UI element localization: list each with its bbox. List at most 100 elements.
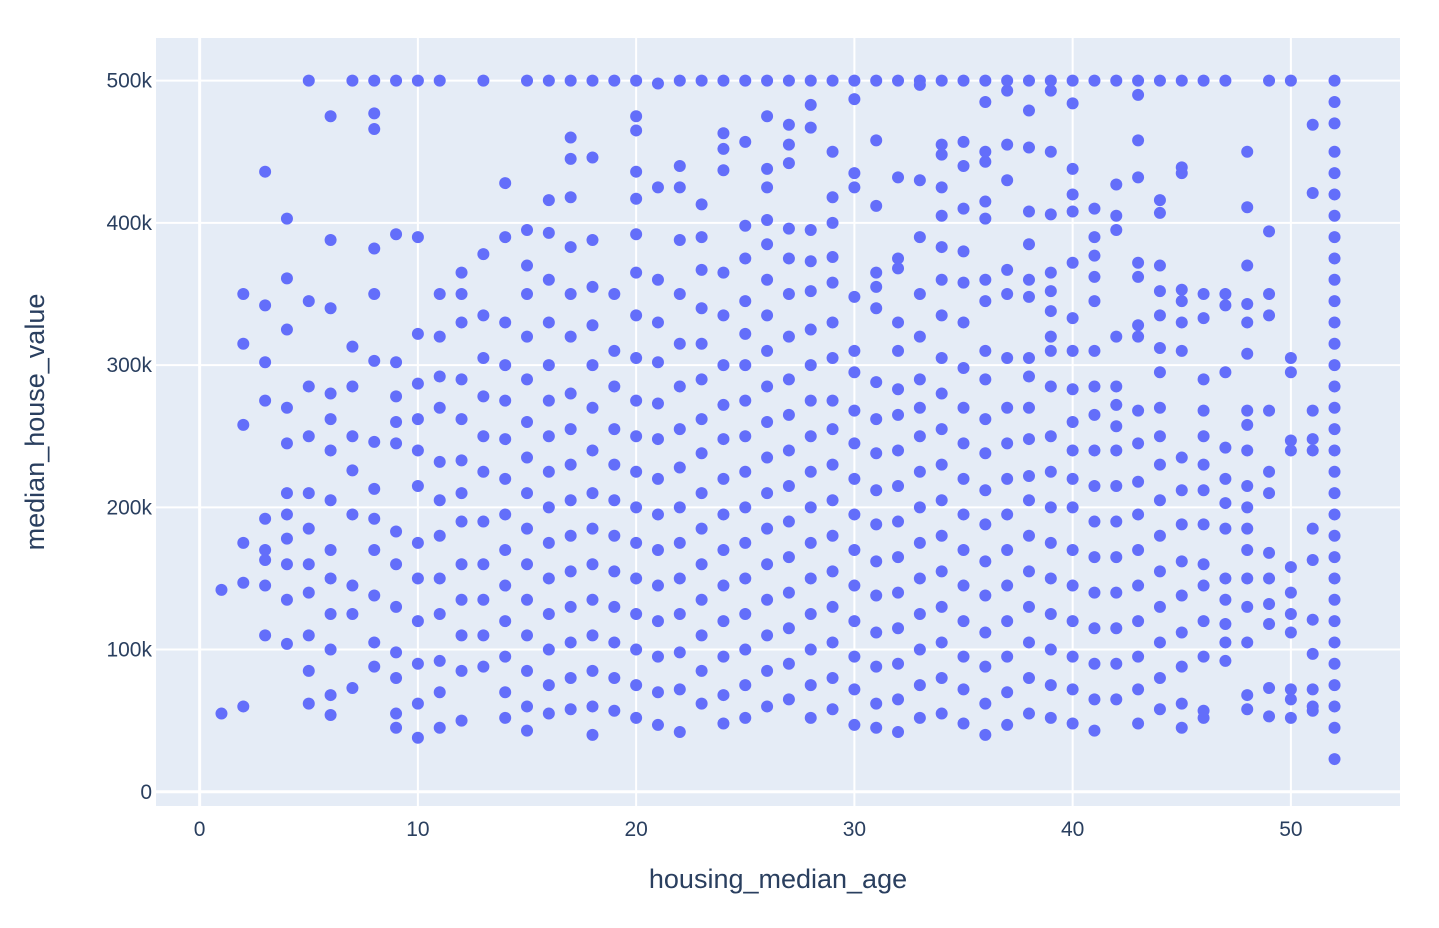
data-point: [564, 600, 577, 613]
data-point: [433, 654, 446, 667]
data-point: [1001, 718, 1014, 731]
data-point: [1241, 636, 1254, 649]
data-point: [1022, 600, 1035, 613]
data-point: [1328, 615, 1341, 628]
data-point: [848, 93, 861, 106]
data-point: [979, 589, 992, 602]
data-point: [1022, 290, 1035, 303]
data-point: [673, 337, 686, 350]
data-point: [870, 134, 883, 147]
data-point: [1110, 657, 1123, 670]
data-point: [608, 600, 621, 613]
data-point: [521, 259, 534, 272]
data-point: [1022, 74, 1035, 87]
data-point: [1088, 380, 1101, 393]
data-point: [411, 327, 424, 340]
data-point: [1263, 617, 1276, 630]
data-point: [1284, 608, 1297, 620]
data-point: [892, 408, 905, 421]
data-point: [826, 494, 839, 507]
data-point: [673, 646, 686, 659]
data-point: [564, 387, 577, 400]
data-point: [761, 416, 774, 428]
data-point: [1110, 398, 1123, 411]
data-point: [1110, 380, 1123, 393]
data-point: [630, 266, 643, 279]
data-point: [564, 494, 577, 507]
data-point: [717, 433, 730, 446]
data-point: [411, 377, 424, 390]
data-point: [782, 444, 795, 457]
data-point: [259, 579, 272, 592]
data-point: [826, 145, 839, 158]
data-point: [804, 224, 817, 236]
data-point: [1241, 480, 1254, 492]
data-point: [1153, 194, 1166, 207]
data-point: [542, 226, 555, 239]
data-point: [477, 309, 490, 322]
y-tick-label: 500k: [106, 70, 152, 93]
data-point: [586, 280, 599, 293]
data-point: [848, 650, 861, 663]
data-point: [651, 273, 664, 286]
data-point: [542, 430, 555, 443]
data-point: [1175, 660, 1188, 673]
data-point: [1328, 359, 1341, 372]
data-point: [1001, 288, 1014, 300]
data-point: [1241, 145, 1254, 158]
data-point: [1022, 470, 1035, 483]
data-point: [1044, 305, 1057, 318]
data-point: [1001, 174, 1014, 187]
data-point: [346, 380, 359, 393]
data-point: [935, 148, 948, 161]
data-point: [477, 593, 490, 606]
data-point: [1022, 370, 1035, 383]
data-point: [1110, 420, 1123, 433]
data-point: [1132, 256, 1145, 269]
data-point: [477, 629, 490, 642]
data-point: [1219, 441, 1232, 454]
data-point: [782, 551, 795, 564]
data-point: [1001, 138, 1014, 151]
data-point: [761, 664, 774, 677]
data-point: [695, 558, 708, 571]
data-point: [564, 131, 577, 144]
data-point: [1001, 437, 1014, 450]
data-point: [957, 650, 970, 663]
data-point: [892, 726, 905, 739]
y-tick-label: 100k: [106, 639, 152, 662]
data-point: [913, 231, 926, 244]
data-point: [739, 430, 752, 443]
data-point: [1306, 553, 1319, 566]
data-point: [1066, 205, 1079, 218]
data-point: [1197, 373, 1210, 386]
data-point: [739, 608, 752, 620]
data-point: [368, 288, 381, 300]
data-point: [1219, 288, 1232, 300]
data-point: [346, 608, 359, 620]
data-point: [346, 464, 359, 477]
data-point: [1088, 622, 1101, 635]
data-point: [1284, 366, 1297, 379]
data-point: [826, 600, 839, 613]
data-point: [1175, 589, 1188, 602]
data-point: [1001, 263, 1014, 276]
data-point: [259, 553, 272, 566]
data-point: [1263, 465, 1276, 478]
data-point: [1219, 636, 1232, 649]
data-point: [1110, 480, 1123, 492]
data-point: [564, 330, 577, 343]
data-point: [215, 707, 228, 720]
data-point: [1219, 366, 1232, 379]
data-point: [1328, 74, 1341, 87]
data-point: [782, 118, 795, 131]
data-point: [957, 316, 970, 329]
data-point: [1132, 615, 1145, 628]
data-point: [957, 579, 970, 592]
data-point: [1306, 522, 1319, 535]
data-point: [782, 74, 795, 87]
data-point: [761, 700, 774, 713]
data-point: [455, 454, 468, 467]
data-point: [695, 447, 708, 460]
